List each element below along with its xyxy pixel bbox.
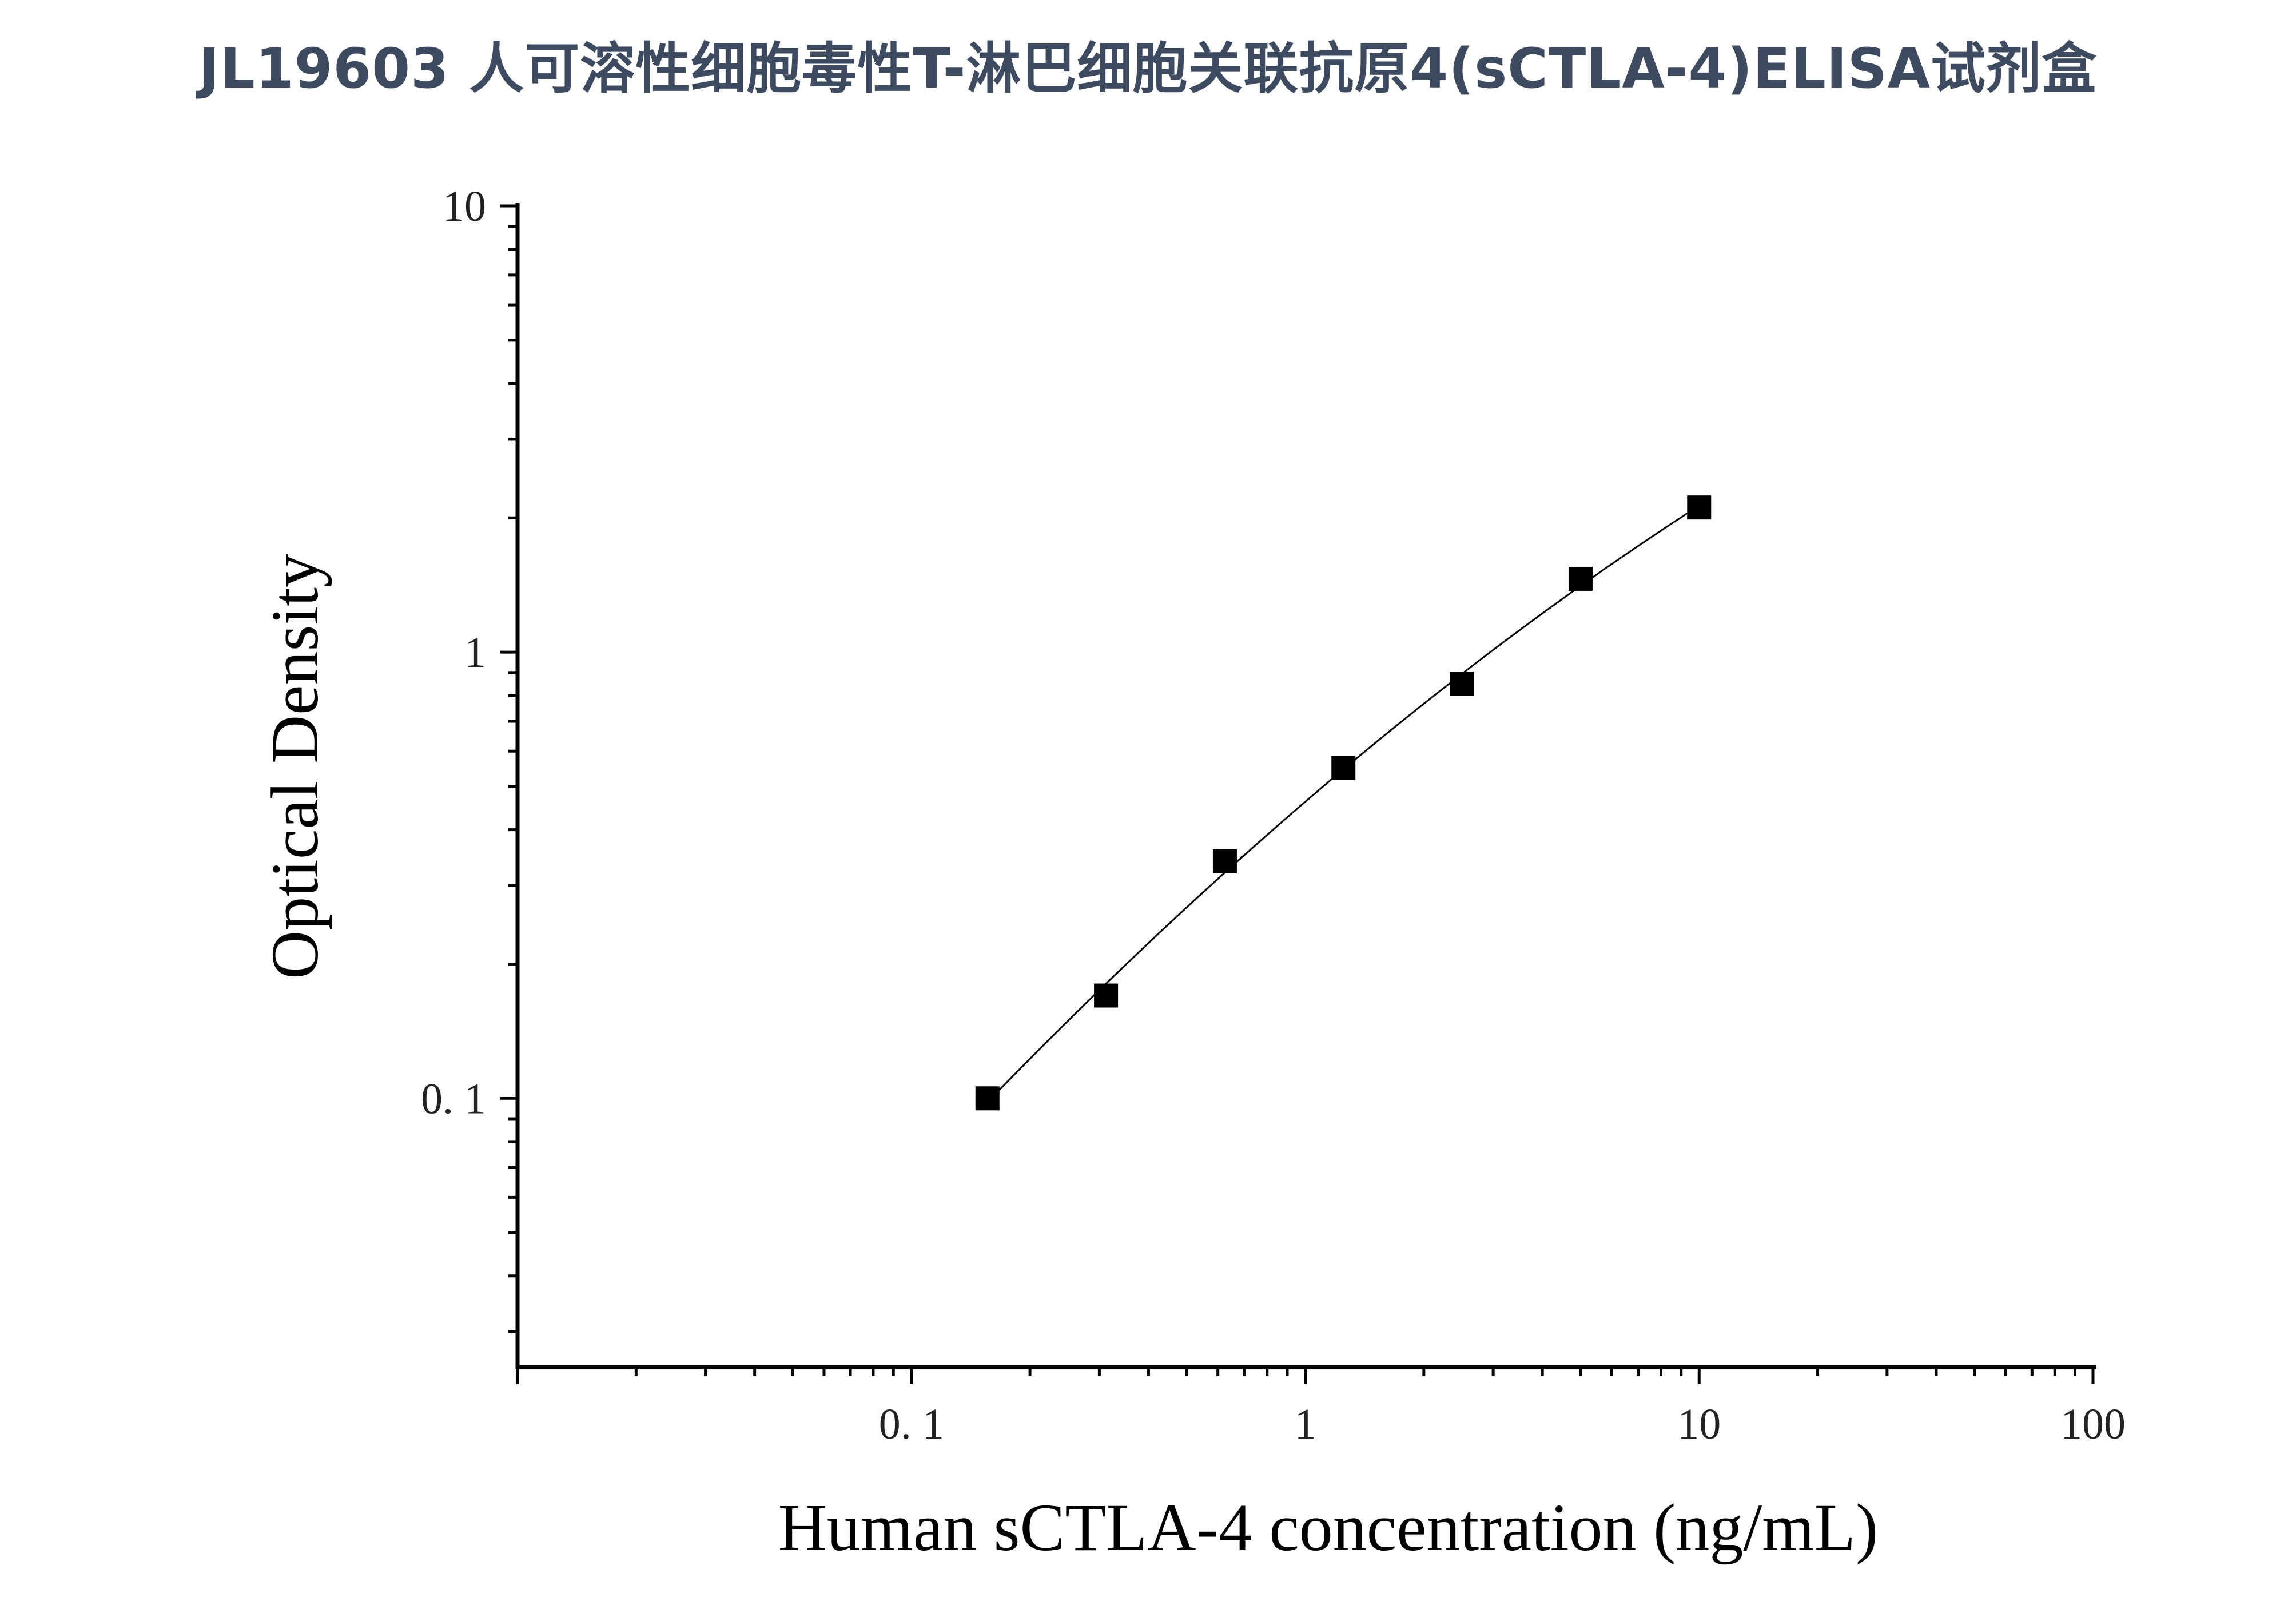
data-point (1094, 983, 1119, 1008)
y-tick-label: 1 (464, 629, 486, 677)
fit-curve-layer (986, 504, 1700, 1103)
y-tick-label: 0. 1 (421, 1075, 486, 1123)
x-tick-label: 1 (1295, 1400, 1316, 1448)
fit-curve (986, 504, 1700, 1103)
data-point (975, 1086, 1000, 1111)
x-tick-label: 100 (2060, 1400, 2126, 1448)
data-point (1331, 756, 1356, 780)
axes: 0. 1 1 10 100 0. 1 1 10 (421, 182, 2126, 1448)
data-points-layer (975, 495, 1712, 1111)
y-axis-title: Optical Density (257, 554, 332, 979)
data-point (1212, 849, 1237, 873)
x-axis-title: Human sCTLA-4 concentration (ng/mL) (778, 1490, 1879, 1565)
y-tick-label: 10 (443, 182, 486, 231)
x-tick-label: 10 (1677, 1400, 1721, 1448)
data-point (1450, 672, 1474, 696)
x-tick-label: 0. 1 (879, 1400, 944, 1448)
page-title: JL19603 人可溶性细胞毒性T-淋巴细胞关联抗原4(sCTLA-4)ELIS… (198, 37, 2098, 101)
data-point (1687, 495, 1712, 520)
data-point (1568, 566, 1593, 591)
